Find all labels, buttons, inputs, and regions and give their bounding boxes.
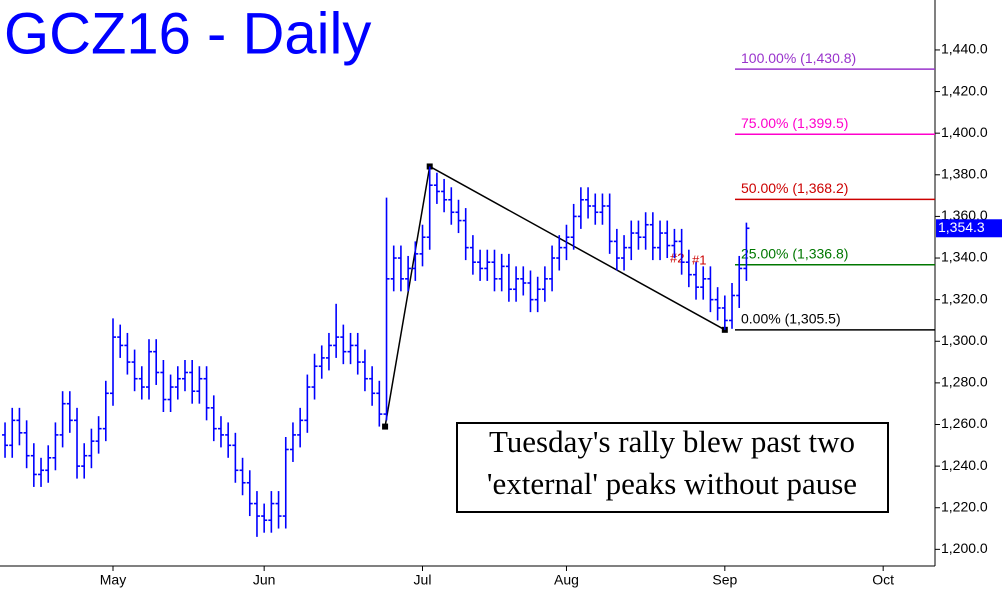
- note-box: [456, 422, 889, 513]
- level-label: 0.00% (1,305.5): [741, 311, 841, 327]
- y-tick-label: 1,420.0: [941, 82, 988, 98]
- level-label: 100.00% (1,430.8): [741, 50, 856, 66]
- x-tick-label: Jul: [414, 572, 432, 588]
- y-tick-label: 1,400.0: [941, 124, 988, 140]
- level-label: 75.00% (1,399.5): [741, 115, 848, 131]
- level-label: 50.00% (1,368.2): [741, 180, 848, 196]
- x-tick-label: Aug: [554, 572, 579, 588]
- y-tick-label: 1,300.0: [941, 332, 988, 348]
- y-tick-label: 1,200.0: [941, 540, 988, 556]
- y-tick-label: 1,240.0: [941, 457, 988, 473]
- last-price-label: 1,354.3: [938, 219, 985, 235]
- y-tick-label: 1,280.0: [941, 374, 988, 390]
- level-label: 25.00% (1,336.8): [741, 245, 848, 261]
- x-tick-label: May: [100, 572, 126, 588]
- y-tick-label: 1,440.0: [941, 41, 988, 57]
- y-tick-label: 1,260.0: [941, 415, 988, 431]
- y-tick-label: 1,320.0: [941, 290, 988, 306]
- y-tick-label: 1,220.0: [941, 498, 988, 514]
- y-tick-label: 1,360.0: [941, 207, 988, 223]
- note-line: Tuesday's rally blew past two: [489, 424, 855, 459]
- x-tick-label: Jun: [253, 572, 276, 588]
- peak-label: #1: [692, 252, 706, 267]
- last-price-box: [936, 219, 1002, 238]
- y-tick-label: 1,380.0: [941, 165, 988, 181]
- chart-title: GCZ16 - Daily: [4, 1, 371, 66]
- x-tick-label: Sep: [712, 572, 737, 588]
- x-tick-label: Oct: [872, 572, 894, 588]
- note-line: 'external' peaks without pause: [487, 466, 857, 501]
- pivot-point: [382, 423, 389, 430]
- y-tick-label: 1,340.0: [941, 249, 988, 265]
